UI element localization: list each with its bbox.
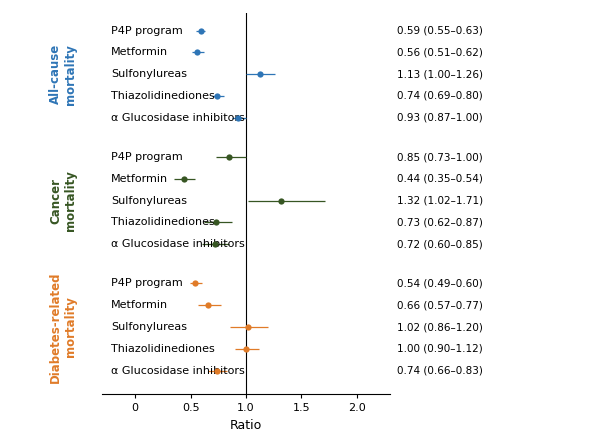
Text: 0.73 (0.62–0.87): 0.73 (0.62–0.87) [397,217,483,227]
Text: 0.59 (0.55–0.63): 0.59 (0.55–0.63) [397,25,483,35]
Text: 1.02 (0.86–1.20): 1.02 (0.86–1.20) [397,322,483,332]
Text: 0.44 (0.35–0.54): 0.44 (0.35–0.54) [397,174,483,184]
Text: Cancer
mortality: Cancer mortality [49,170,77,231]
Text: P4P program: P4P program [111,25,182,35]
Text: 0.66 (0.57–0.77): 0.66 (0.57–0.77) [397,300,483,310]
Text: Metformin: Metformin [111,174,168,184]
Text: Sulfonylureas: Sulfonylureas [111,69,187,79]
Text: 0.74 (0.66–0.83): 0.74 (0.66–0.83) [397,366,483,376]
Text: α Glucosidase inhibitors: α Glucosidase inhibitors [111,366,245,376]
Text: Diabetes-related
mortality: Diabetes-related mortality [49,271,77,383]
Text: 0.74 (0.69–0.80): 0.74 (0.69–0.80) [397,91,482,101]
Text: Metformin: Metformin [111,300,168,310]
Text: All-cause
mortality: All-cause mortality [49,44,77,105]
Text: Metformin: Metformin [111,47,168,57]
Text: 0.93 (0.87–1.00): 0.93 (0.87–1.00) [397,113,482,123]
Text: 0.85 (0.73–1.00): 0.85 (0.73–1.00) [397,152,482,162]
Text: 1.13 (1.00–1.26): 1.13 (1.00–1.26) [397,69,483,79]
Text: Thiazolidinediones: Thiazolidinediones [111,344,215,354]
Text: 1.32 (1.02–1.71): 1.32 (1.02–1.71) [397,196,483,205]
Text: Thiazolidinediones: Thiazolidinediones [111,91,215,101]
X-axis label: Ratio: Ratio [230,419,262,432]
Text: P4P program: P4P program [111,152,182,162]
Text: 0.72 (0.60–0.85): 0.72 (0.60–0.85) [397,239,482,249]
Text: 0.54 (0.49–0.60): 0.54 (0.49–0.60) [397,279,482,289]
Text: P4P program: P4P program [111,279,182,289]
Text: α Glucosidase inhibitors: α Glucosidase inhibitors [111,113,245,123]
Text: Thiazolidinediones: Thiazolidinediones [111,217,215,227]
Text: α Glucosidase inhibitors: α Glucosidase inhibitors [111,239,245,249]
Text: Sulfonylureas: Sulfonylureas [111,322,187,332]
Text: Sulfonylureas: Sulfonylureas [111,196,187,205]
Text: 0.56 (0.51–0.62): 0.56 (0.51–0.62) [397,47,483,57]
Text: 1.00 (0.90–1.12): 1.00 (0.90–1.12) [397,344,482,354]
